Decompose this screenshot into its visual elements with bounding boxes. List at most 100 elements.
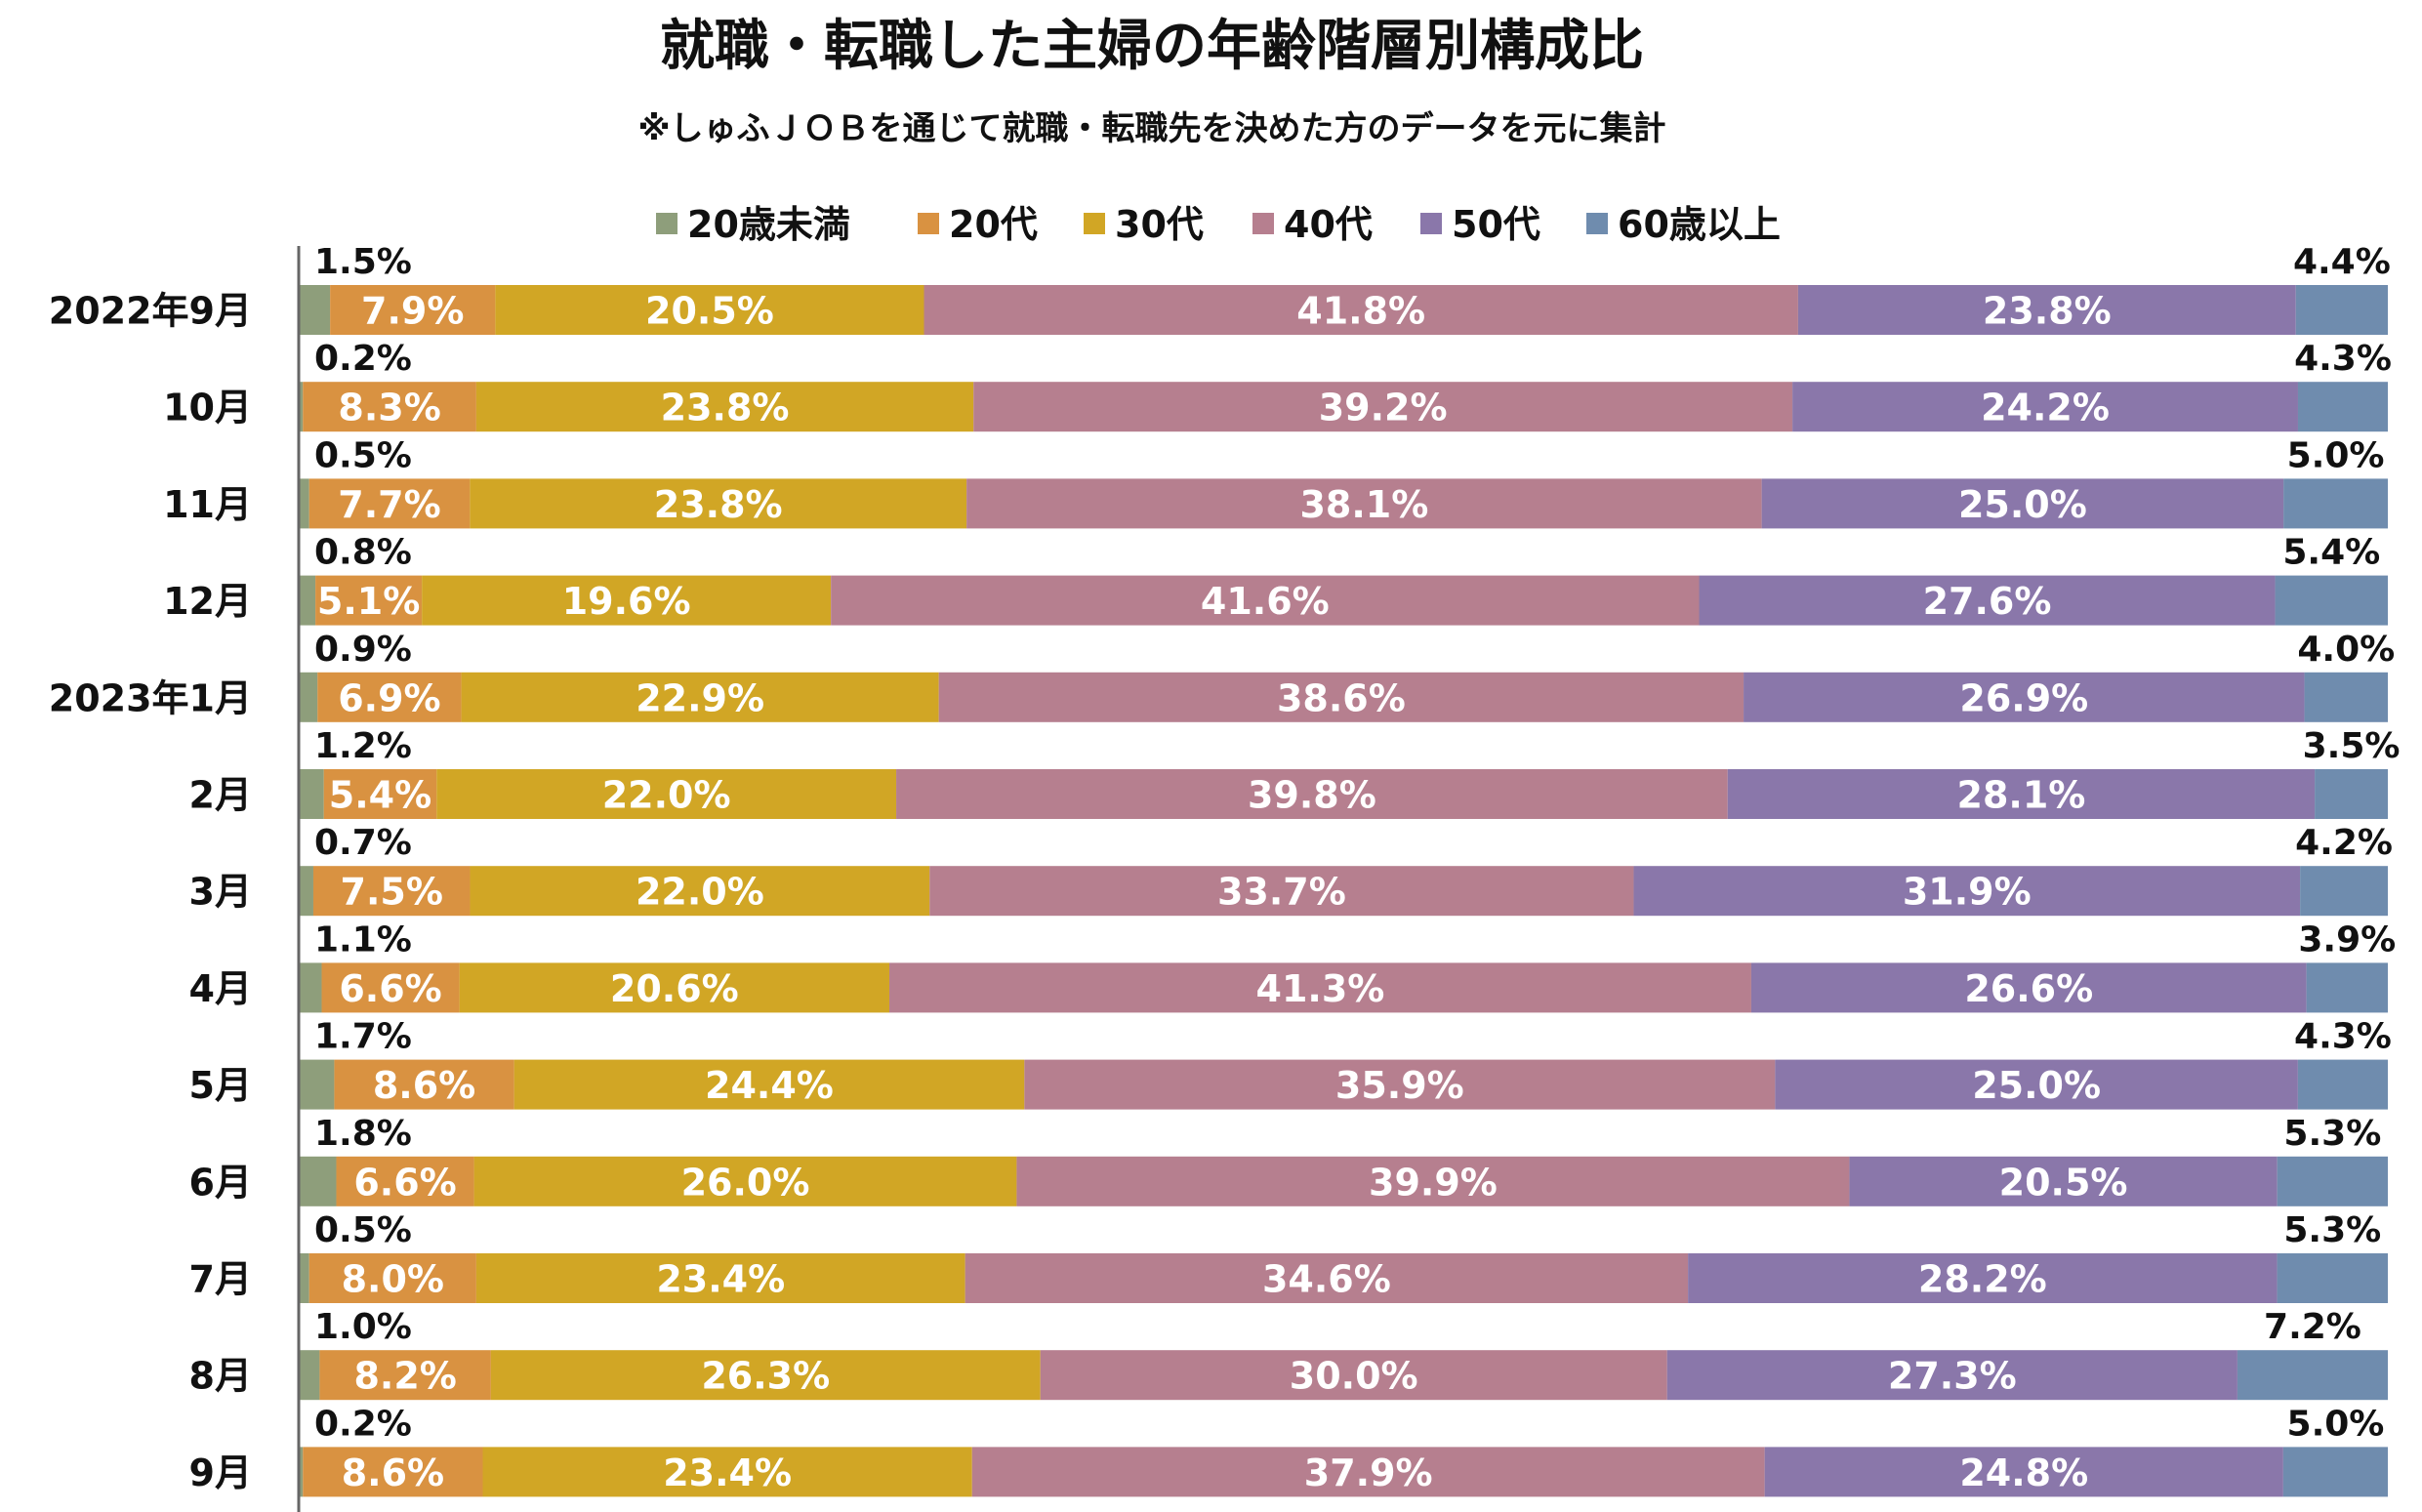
data-label: 37.9%	[1304, 1451, 1433, 1494]
data-label: 23.8%	[661, 387, 790, 429]
category-label: 3月	[189, 871, 252, 914]
bar-segment	[475, 382, 974, 432]
bar-segment	[896, 769, 1728, 819]
data-label: 38.6%	[1277, 676, 1406, 719]
data-label: 39.8%	[1248, 774, 1376, 817]
data-label-outside: 1.2%	[314, 726, 412, 766]
category-labels: 2022年9月 10月 11月 12月 2023年1月 2月 3月 4月 5月 6月 7月 8月 9月	[49, 290, 252, 1494]
data-label: 35.9%	[1335, 1064, 1464, 1107]
data-label: 41.8%	[1296, 290, 1425, 333]
category-label: 2022年9月	[49, 290, 252, 333]
data-label-outside: 5.3%	[2283, 1114, 2381, 1154]
data-label: 41.6%	[1201, 580, 1330, 623]
legend-label: 40代	[1284, 203, 1373, 246]
data-label: 20.5%	[1999, 1161, 2128, 1204]
legend: 20歳未満 20代 30代 40代 50代 60歳以上	[656, 203, 1781, 246]
bar-segment	[965, 1253, 1689, 1303]
data-label: 24.8%	[1959, 1451, 2088, 1494]
data-label-outside: 1.8%	[314, 1114, 412, 1154]
legend-label: 30代	[1115, 203, 1204, 246]
data-label-outside: 5.0%	[2287, 435, 2385, 475]
bar-segment	[1792, 382, 2298, 432]
data-label: 25.0%	[1972, 1064, 2101, 1107]
data-label-outside: 7.2%	[2264, 1307, 2361, 1347]
category-label: 9月	[189, 1451, 252, 1494]
bar-segment	[2277, 1253, 2388, 1303]
data-label-outside: 0.9%	[314, 630, 412, 670]
bar-segment	[2304, 672, 2388, 722]
bar-segment	[336, 1156, 474, 1206]
data-label: 23.8%	[1983, 290, 2112, 333]
bar-segment	[312, 866, 471, 917]
data-label: 23.8%	[654, 483, 783, 526]
data-label-outside: 4.3%	[2294, 339, 2392, 379]
bar-segment	[321, 962, 460, 1013]
data-label: 7.7%	[338, 483, 440, 526]
data-label: 19.6%	[562, 580, 691, 623]
data-label: 5.1%	[317, 580, 420, 623]
bar-segment	[334, 1059, 514, 1110]
category-label: 2023年1月	[49, 676, 252, 719]
data-label: 8.3%	[338, 387, 440, 429]
bar-segment	[1016, 1156, 1850, 1206]
data-label-outside: 0.2%	[314, 339, 412, 379]
data-label: 6.9%	[338, 676, 440, 719]
data-label: 39.9%	[1369, 1161, 1498, 1204]
data-label-outside: 0.7%	[314, 823, 412, 863]
data-label: 20.5%	[645, 290, 774, 333]
legend-swatch	[1252, 213, 1274, 234]
data-label: 24.4%	[705, 1064, 834, 1107]
data-label: 20.6%	[610, 967, 739, 1010]
data-label: 26.3%	[701, 1355, 830, 1398]
bar-segment	[299, 769, 324, 819]
data-label: 26.6%	[1964, 967, 2093, 1010]
bar-segment	[1750, 962, 2307, 1013]
bar-segment	[1024, 1059, 1776, 1110]
data-label: 8.2%	[353, 1355, 456, 1398]
legend-swatch	[1586, 213, 1608, 234]
data-label: 27.3%	[1888, 1355, 2017, 1398]
legend-label: 20歳未満	[687, 203, 850, 246]
bar-segment	[299, 866, 313, 917]
chart-title: 就職・転職した主婦の年齢階層別構成比	[660, 15, 1644, 78]
bar-segment	[315, 575, 423, 626]
data-label-outside: 0.2%	[314, 1404, 412, 1444]
bar-segment	[2283, 478, 2388, 529]
data-label-outside: 3.5%	[2303, 726, 2401, 766]
bar-segment	[2295, 285, 2388, 335]
data-label: 7.5%	[341, 871, 443, 914]
data-label: 6.6%	[339, 967, 441, 1010]
bar-segment	[470, 866, 930, 917]
category-label: 2月	[189, 774, 252, 817]
bar-segment	[1797, 285, 2296, 335]
data-label: 22.0%	[602, 774, 731, 817]
category-label: 12月	[163, 580, 252, 623]
data-label-outside: 4.4%	[2293, 242, 2391, 282]
bar-segment	[490, 1350, 1041, 1401]
bar-segment	[495, 285, 924, 335]
data-label: 39.2%	[1319, 387, 1448, 429]
data-label: 23.4%	[656, 1258, 785, 1301]
category-label: 6月	[189, 1161, 252, 1204]
data-label: 8.0%	[342, 1258, 444, 1301]
bar-segment	[2315, 769, 2388, 819]
bar-segment	[2277, 1156, 2388, 1206]
data-label: 31.9%	[1903, 871, 2032, 914]
bar-segment	[422, 575, 832, 626]
data-label: 8.6%	[373, 1064, 475, 1107]
bar-segment	[470, 478, 967, 529]
data-label: 5.4%	[329, 774, 431, 817]
legend-swatch	[918, 213, 939, 234]
bar-segment	[299, 382, 304, 432]
data-label: 23.4%	[663, 1451, 792, 1494]
data-label: 28.1%	[1957, 774, 2086, 817]
data-label-outside: 5.3%	[2283, 1210, 2381, 1250]
bar-segment	[317, 672, 462, 722]
bar-segment	[459, 962, 890, 1013]
data-label-outside: 5.0%	[2287, 1404, 2385, 1444]
bar-segment	[330, 285, 496, 335]
bar-segment	[299, 478, 309, 529]
bar-segment	[513, 1059, 1025, 1110]
data-label-outside: 0.8%	[314, 533, 412, 573]
bar-segment	[299, 1447, 304, 1497]
